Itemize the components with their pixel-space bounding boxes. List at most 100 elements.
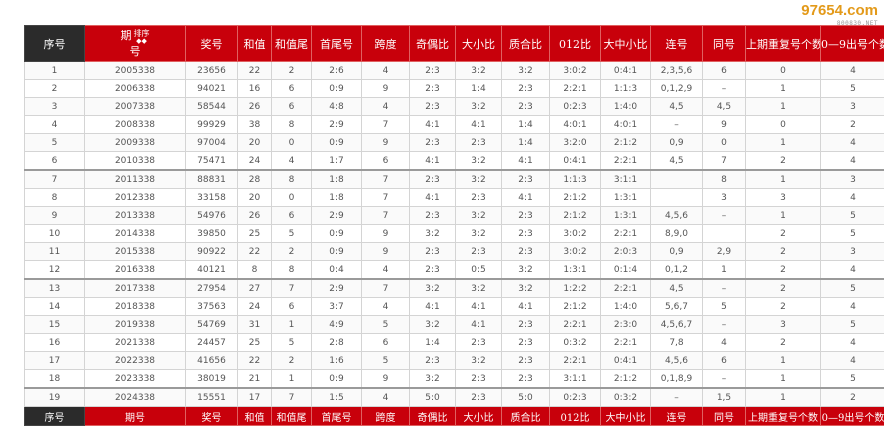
table-body: 1 2005338 23656 22 2 2:6 4 2:3 3:2 3:2 3:0:2 0:4:1 2…: [24, 61, 884, 407]
table-cell: 2:3: [409, 260, 456, 280]
table-cell: 1:3:1: [549, 260, 601, 280]
table-cell: –: [702, 206, 746, 225]
table-row: 19 2024338 15551 17 7 1:5 4 5:0 2:3 5:0 0:2:3 0:3:2…: [24, 387, 884, 407]
table-cell: 4,5,6: [650, 351, 703, 370]
table-cell: 2005338: [84, 61, 186, 80]
table-cell: 15: [24, 315, 85, 334]
table-cell: 2:9: [311, 115, 362, 134]
table-cell: 4,5: [650, 278, 703, 298]
header-col-0: 序号: [24, 25, 85, 62]
table-cell: 3:7: [311, 297, 362, 316]
table-cell: 24: [237, 151, 272, 171]
table-cell: 4:1: [409, 151, 456, 171]
table-cell: 1: [745, 133, 821, 152]
table-cell: 8: [271, 260, 312, 280]
table-row: 17 2022338 41656 22 2 1:6 5 2:3 3:2 2:3 2:2:1 0:4:1…: [24, 351, 884, 370]
table-cell: 2: [271, 351, 312, 370]
table-cell: 1: [745, 369, 821, 389]
table-cell: 25: [237, 224, 272, 243]
table-cell: 90922: [185, 242, 238, 261]
table-cell: 2: [271, 61, 312, 80]
table-cell: 2023338: [84, 369, 186, 389]
table-cell: 0,1,2: [650, 260, 703, 280]
table-cell: 2:3: [455, 242, 502, 261]
table-cell: 7: [361, 278, 410, 298]
table-cell: 3: [820, 169, 884, 189]
table-cell: 5:0: [501, 387, 550, 407]
header-col-2: 奖号: [185, 25, 238, 62]
table-cell: 39850: [185, 224, 238, 243]
table-cell: 38: [237, 115, 272, 134]
table-cell: 0:9: [311, 369, 362, 389]
table-cell: 2:1:2: [549, 188, 601, 207]
table-cell: 58544: [185, 97, 238, 116]
table-cell: 4: [702, 333, 746, 352]
footer-col-14: 上期重复号个数: [745, 406, 821, 426]
table-cell: 2008338: [84, 115, 186, 134]
table-cell: 5,6,7: [650, 297, 703, 316]
table-cell: 26: [237, 206, 272, 225]
table-cell: 2:6: [311, 61, 362, 80]
footer-col-7: 奇偶比: [409, 406, 456, 426]
table-cell: 6: [271, 97, 312, 116]
table-cell: 0: [745, 115, 821, 134]
footer-col-6: 跨度: [361, 406, 410, 426]
table-cell: 6: [702, 351, 746, 370]
table-cell: 4:1: [455, 297, 502, 316]
table-cell: 8: [237, 260, 272, 280]
table-cell: 2:3: [455, 369, 502, 389]
table-cell: 40121: [185, 260, 238, 280]
header-period-sortable[interactable]: 期排序 ◆◆ 号: [84, 25, 186, 62]
table-cell: 0: [702, 133, 746, 152]
table-cell: 1:2:2: [549, 278, 601, 298]
table-cell: 0:4:1: [549, 151, 601, 171]
table-cell: 6: [361, 151, 410, 171]
footer-col-8: 大小比: [455, 406, 502, 426]
table-cell: 4:0:1: [549, 115, 601, 134]
table-row: 5 2009338 97004 20 0 0:9 9 2:3 2:3 1:4 3:2:0 2:1:2 0…: [24, 133, 884, 152]
table-cell: 75471: [185, 151, 238, 171]
table-cell: 2:3: [501, 169, 550, 189]
table-cell: 0:2:3: [549, 97, 601, 116]
header-col-7: 奇偶比: [409, 25, 456, 62]
table-cell: 4:1: [409, 188, 456, 207]
table-cell: 2: [745, 224, 821, 243]
table-cell: 2007338: [84, 97, 186, 116]
table-cell: 4: [361, 297, 410, 316]
table-cell: 26: [237, 97, 272, 116]
table-cell: 0:9: [311, 224, 362, 243]
table-cell: 3:2:0: [549, 133, 601, 152]
table-cell: 2:3:0: [600, 315, 651, 334]
table-cell: 2:3: [455, 333, 502, 352]
table-cell: 5: [820, 206, 884, 225]
table-cell: 2013338: [84, 206, 186, 225]
table-cell: 4,5: [650, 97, 703, 116]
footer-col-12: 连号: [650, 406, 703, 426]
table-cell: 17: [237, 387, 272, 407]
table-cell: 3:2: [455, 151, 502, 171]
table-cell: 2:3: [501, 369, 550, 389]
table-cell: 1: [745, 79, 821, 98]
table-cell: 3:2: [501, 260, 550, 280]
watermark-main: 97654.com: [801, 2, 878, 19]
table-cell: 2:3: [409, 133, 456, 152]
table-cell: 2:3: [409, 351, 456, 370]
table-cell: 9: [24, 206, 85, 225]
table-cell: 1:4:0: [600, 97, 651, 116]
table-cell: 4: [820, 151, 884, 171]
table-cell: 8: [702, 169, 746, 189]
sort-toggle[interactable]: 排序 ◆◆: [133, 29, 150, 45]
table-cell: 2009338: [84, 133, 186, 152]
table-cell: 3: [702, 188, 746, 207]
table-cell: 7: [271, 387, 312, 407]
table-cell: 2: [745, 333, 821, 352]
table-cell: 1: [24, 61, 85, 80]
table-cell: 2:8: [311, 333, 362, 352]
table-cell: 2:3: [501, 333, 550, 352]
table-cell: 2: [745, 297, 821, 316]
table-row: 11 2015338 90922 22 2 0:9 9 2:3 2:3 2:3 3:0:2 2:0:3…: [24, 242, 884, 261]
table-cell: 4:1: [455, 315, 502, 334]
table-cell: 24457: [185, 333, 238, 352]
table-cell: 38019: [185, 369, 238, 389]
footer-row: 序号 期号 奖号 和值 和值尾 首尾号 跨度 奇偶比 大小比 质合比 012比 大中小比 连号 同号 上期重…: [24, 406, 884, 426]
